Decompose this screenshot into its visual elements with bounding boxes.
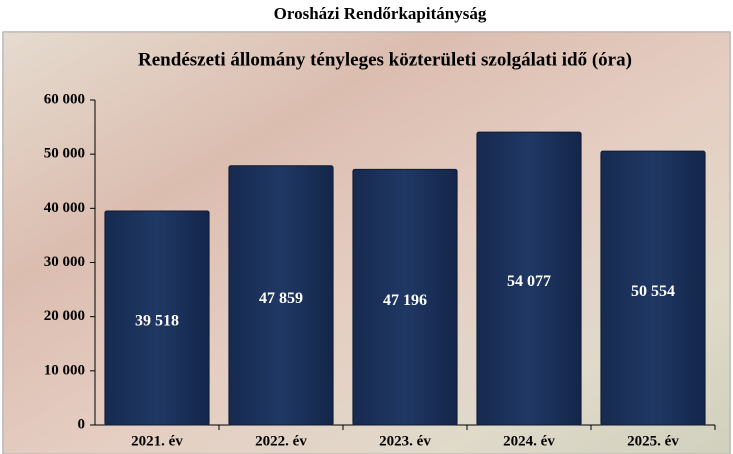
y-tick-label: 30 000: [44, 254, 85, 270]
data-label: 39 518: [135, 313, 179, 330]
x-tick-label: 2024. év: [503, 433, 555, 449]
x-tick-label: 2022. év: [255, 433, 307, 449]
y-tick-label: 40 000: [44, 200, 85, 216]
chart-title: Orosházi Rendőrkapitányság: [274, 4, 487, 23]
data-label: 50 554: [631, 283, 675, 300]
data-label: 54 077: [507, 273, 551, 290]
chart-subtitle: Rendészeti állomány tényleges közterület…: [138, 49, 632, 70]
y-tick-label: 50 000: [44, 146, 85, 162]
y-tick-label: 60 000: [44, 91, 85, 107]
page: Orosházi Rendőrkapitányság Rendészeti ál…: [0, 0, 733, 454]
y-tick-label: 0: [78, 416, 86, 432]
x-tick-label: 2021. év: [131, 433, 183, 449]
chart: Orosházi Rendőrkapitányság Rendészeti ál…: [0, 0, 733, 454]
y-tick-label: 20 000: [44, 308, 85, 324]
y-tick-label: 10 000: [44, 362, 85, 378]
data-label: 47 859: [259, 290, 303, 307]
data-label: 47 196: [383, 292, 427, 309]
x-tick-label: 2025. év: [627, 433, 679, 449]
x-tick-label: 2023. év: [379, 433, 431, 449]
